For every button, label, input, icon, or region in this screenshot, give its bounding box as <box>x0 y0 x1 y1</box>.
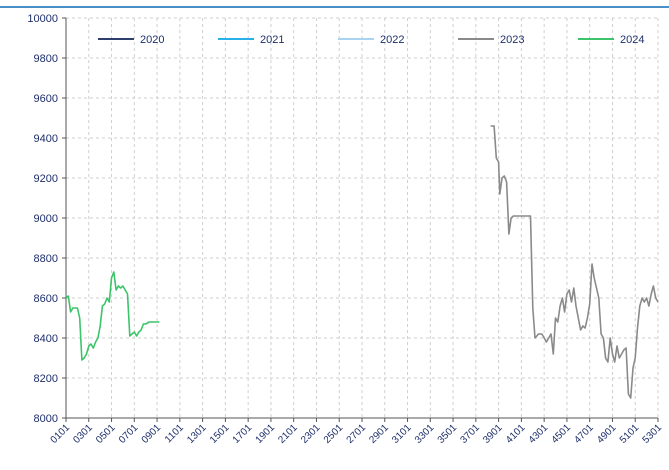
x-tick-label: 3301 <box>413 422 437 446</box>
x-tick-label: 1101 <box>163 422 186 445</box>
x-tick-label: 2101 <box>276 422 300 446</box>
legend-label-2023: 2023 <box>500 34 524 46</box>
y-tick-label: 9600 <box>34 93 58 105</box>
x-tick-label: 2301 <box>299 422 323 446</box>
y-tick-label: 8000 <box>34 413 58 425</box>
x-tick-label: 0501 <box>94 422 118 446</box>
legend-label-2022: 2022 <box>380 34 404 46</box>
y-tick-label: 8400 <box>34 333 58 345</box>
x-tick-label: 3701 <box>458 422 482 446</box>
x-tick-label: 5101 <box>618 422 642 446</box>
y-tick-label: 9800 <box>34 53 58 65</box>
y-tick-label: 9200 <box>34 173 58 185</box>
y-tick-label: 8800 <box>34 253 58 265</box>
x-tick-label: 0101 <box>49 422 73 446</box>
x-tick-label: 3901 <box>481 422 505 446</box>
x-tick-label: 1501 <box>208 422 232 446</box>
y-tick-label: 9000 <box>34 213 58 225</box>
x-tick-label: 3101 <box>390 422 414 446</box>
x-tick-label: 4101 <box>504 422 528 446</box>
x-tick-label: 4501 <box>550 422 574 446</box>
x-tick-label: 0301 <box>71 422 95 446</box>
series-line-2024 <box>65 271 160 361</box>
x-tick-label: 5301 <box>641 422 665 446</box>
x-tick-label: 0701 <box>117 422 141 446</box>
legend-label-2024: 2024 <box>620 34 644 46</box>
x-tick-label: 0901 <box>140 422 164 446</box>
y-tick-label: 10000 <box>27 13 58 25</box>
y-tick-label: 9400 <box>34 133 58 145</box>
legend-label-2020: 2020 <box>140 34 164 46</box>
x-tick-label: 4301 <box>527 422 551 446</box>
x-tick-label: 1301 <box>185 422 209 446</box>
x-tick-label: 4901 <box>595 422 619 446</box>
y-tick-label: 8600 <box>34 293 58 305</box>
series-line-2023 <box>490 125 659 399</box>
x-tick-label: 1901 <box>254 422 278 446</box>
y-tick-label: 8200 <box>34 373 58 385</box>
x-tick-label: 4701 <box>572 422 596 446</box>
x-tick-label: 2701 <box>345 422 369 446</box>
x-tick-label: 2501 <box>322 422 346 446</box>
legend-label-2021: 2021 <box>260 34 284 46</box>
top-border <box>0 6 669 8</box>
x-tick-label: 3501 <box>436 422 460 446</box>
x-tick-label: 2901 <box>367 422 391 446</box>
x-tick-label: 1701 <box>231 422 255 446</box>
